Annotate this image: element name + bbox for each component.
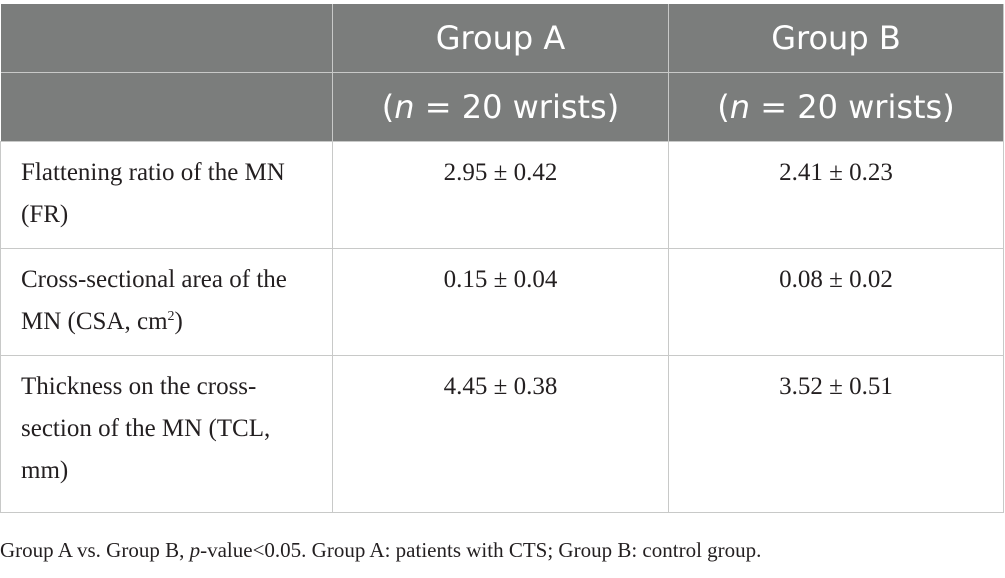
header-group-a-n: (n = 20 wrists) [332,72,669,142]
header-row-sample-size: (n = 20 wrists) (n = 20 wrists) [0,72,1004,142]
table-row: Cross-sectional area of the MN (CSA, cm2… [0,248,1004,356]
table-header: Group A Group B (n = 20 wrists) (n = 20 … [0,4,1004,142]
header-group-b: Group B [668,4,1004,73]
row-label-cross-sectional-area: Cross-sectional area of the MN (CSA, cm2… [0,248,333,356]
table-row: Flattening ratio of the MN (FR) 2.95 ± 0… [0,141,1004,249]
group-b-value: 0.08 ± 0.02 [668,248,1004,356]
header-group-b-n: (n = 20 wrists) [668,72,1004,142]
group-a-value: 4.45 ± 0.38 [332,355,669,513]
group-b-value: 3.52 ± 0.51 [668,355,1004,513]
group-a-value: 2.95 ± 0.42 [332,141,669,249]
table-footnote: Group A vs. Group B, p-value<0.05. Group… [0,538,762,562]
header-group-a: Group A [332,4,669,73]
header-empty-cell [0,72,333,142]
group-a-value: 0.15 ± 0.04 [332,248,669,356]
group-b-value: 2.41 ± 0.23 [668,141,1004,249]
table-body: Flattening ratio of the MN (FR) 2.95 ± 0… [0,141,1004,513]
data-table: Group A Group B (n = 20 wrists) (n = 20 … [0,4,1004,513]
row-label-thickness: Thickness on the cross-section of the MN… [0,355,333,513]
header-row-titles: Group A Group B [0,4,1004,73]
row-label-flattening-ratio: Flattening ratio of the MN (FR) [0,141,333,249]
header-empty-cell [0,4,333,73]
table-row: Thickness on the cross-section of the MN… [0,355,1004,513]
